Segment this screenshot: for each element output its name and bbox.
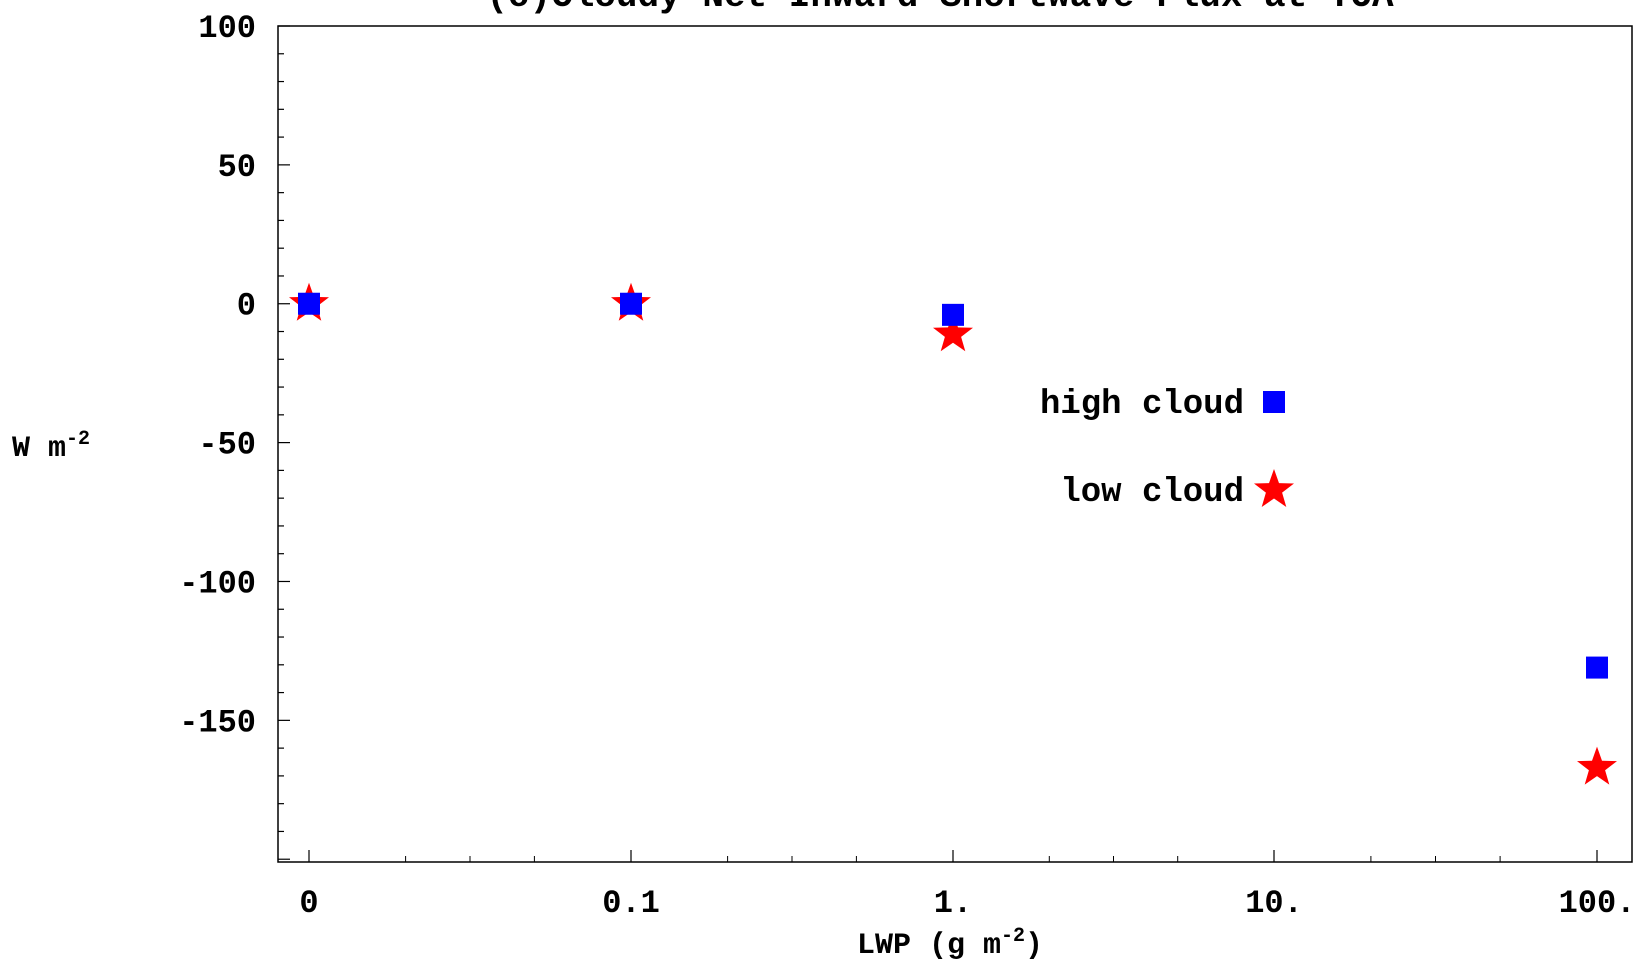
legend-marker-high-cloud xyxy=(1263,391,1285,413)
high-cloud-point xyxy=(620,292,642,315)
x-tick-label: 100. xyxy=(1559,885,1636,922)
y-tick-label: -100 xyxy=(179,565,256,602)
y-tick-label: 50 xyxy=(218,149,256,186)
legend-marker-low-cloud xyxy=(1254,469,1294,507)
plot-frame xyxy=(277,25,1633,863)
low-cloud-point xyxy=(933,313,973,352)
y-tick-label: -50 xyxy=(198,427,256,464)
x-tick-label: 1. xyxy=(934,885,972,922)
x-axis-ticks: 0 0.1 1. 10. 100. xyxy=(299,850,1635,922)
data-points xyxy=(289,282,1617,785)
high-cloud-point xyxy=(942,303,964,326)
x-tick-label: 0 xyxy=(299,885,318,922)
high-cloud-point xyxy=(298,292,320,315)
y-axis-ticks: 100 50 0 -50 -100 -150 xyxy=(179,10,290,860)
x-tick-label: 10. xyxy=(1245,885,1303,922)
x-axis-label: LWP (g m-2) xyxy=(857,925,1043,963)
legend: high cloud low cloud xyxy=(1040,386,1294,512)
high-cloud-point xyxy=(1586,656,1608,679)
low-cloud-point xyxy=(1577,746,1617,785)
y-tick-label: 100 xyxy=(198,10,256,47)
legend-label-high-cloud: high cloud xyxy=(1040,386,1244,424)
axes xyxy=(277,25,1633,863)
y-tick-label: -150 xyxy=(179,704,256,741)
chart-title: (c)Cloudy Net Inward Shortwave Flux at T… xyxy=(486,0,1394,17)
legend-label-low-cloud: low cloud xyxy=(1060,474,1244,512)
y-axis-label: W m-2 xyxy=(12,428,90,466)
y-tick-label: 0 xyxy=(237,288,256,325)
x-tick-label: 0.1 xyxy=(602,885,660,922)
